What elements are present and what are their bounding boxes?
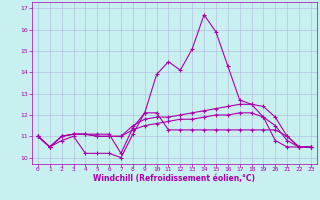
X-axis label: Windchill (Refroidissement éolien,°C): Windchill (Refroidissement éolien,°C) (93, 174, 255, 183)
